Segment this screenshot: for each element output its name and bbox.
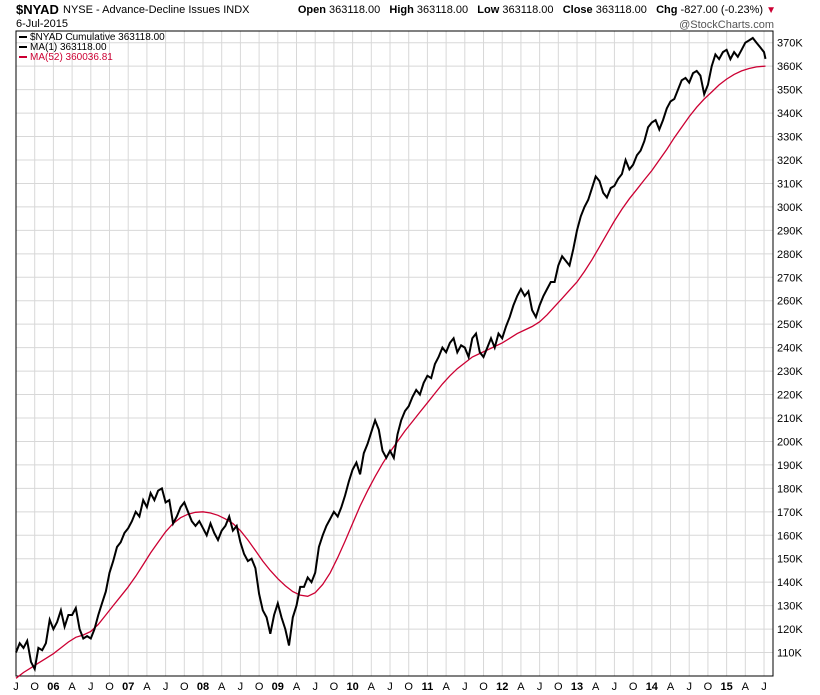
x-tick-label: 09 xyxy=(272,681,284,693)
x-tick-label: J xyxy=(686,681,692,693)
close-label: Close xyxy=(562,4,593,16)
x-tick-label: A xyxy=(742,681,750,693)
x-tick-label: 11 xyxy=(422,681,434,693)
x-tick-label: 12 xyxy=(496,681,508,693)
chg-label: Chg xyxy=(656,4,678,16)
x-tick-label: 10 xyxy=(346,681,358,693)
x-tick-label: J xyxy=(13,681,19,693)
x-axis: J O 06 A J O 07 A J O 08 A J O 09 A J O 10 A J O 11 A J O 12 A J O 13 A… xyxy=(13,681,767,693)
x-tick-label: J xyxy=(312,681,318,693)
x-tick-label: A xyxy=(667,681,675,693)
y-tick-label: 210K xyxy=(777,413,803,425)
y-tick-label: 220K xyxy=(777,390,803,402)
y-tick-label: 300K xyxy=(777,202,803,214)
x-tick-label: O xyxy=(704,681,713,693)
x-tick-label: J xyxy=(537,681,543,693)
description-text: NYSE - Advance-Decline Issues xyxy=(63,4,221,16)
x-tick-label: J xyxy=(387,681,393,693)
y-tick-label: 260K xyxy=(777,296,803,308)
x-tick-label: A xyxy=(293,681,301,693)
y-tick-label: 240K xyxy=(777,343,803,355)
chg-value: -827.00 (-0.23%) xyxy=(680,4,764,16)
y-tick-label: 280K xyxy=(777,249,803,261)
legend-entry: MA(1) 363118.00 xyxy=(30,42,107,53)
y-tick-label: 330K xyxy=(777,132,803,144)
x-tick-label: 07 xyxy=(122,681,134,693)
chart-date: 6-Jul-2015 xyxy=(16,18,68,30)
legend-entry: $NYAD Cumulative 363118.00 xyxy=(30,32,165,43)
y-axis: 110K 120K 130K 140K 150K 160K 170K 180K 190K 200K… xyxy=(777,38,803,660)
down-arrow-icon: ▼ xyxy=(766,5,776,16)
low-label: Low xyxy=(477,4,500,16)
y-tick-label: 290K xyxy=(777,225,803,237)
close-value: 363118.00 xyxy=(595,4,647,16)
y-tick-label: 110K xyxy=(777,648,803,660)
open-label: Open xyxy=(297,4,326,16)
x-tick-label: A xyxy=(143,681,151,693)
y-tick-label: 190K xyxy=(777,460,803,472)
grid-lines xyxy=(15,31,773,676)
x-tick-label: A xyxy=(68,681,76,693)
price-line xyxy=(15,36,767,673)
y-tick-label: 350K xyxy=(777,85,803,97)
x-tick-label: 06 xyxy=(47,681,59,693)
x-tick-label: J xyxy=(163,681,169,693)
x-tick-label: O xyxy=(330,681,339,693)
ticker-description: NYSE - Advance-Decline Issues INDX xyxy=(63,4,249,16)
exchange-label: INDX xyxy=(223,4,250,16)
open-value: 363118.00 xyxy=(329,4,381,16)
low-value: 363118.00 xyxy=(502,4,554,16)
y-tick-label: 340K xyxy=(777,108,803,120)
y-tick-label: 130K xyxy=(777,601,803,613)
x-tick-label: 15 xyxy=(720,681,732,693)
ticker-symbol: $NYAD xyxy=(16,2,59,17)
x-tick-label: 13 xyxy=(571,681,583,693)
x-tick-label: J xyxy=(238,681,244,693)
y-tick-label: 370K xyxy=(777,38,803,50)
y-tick-label: 170K xyxy=(777,507,803,519)
x-tick-label: J xyxy=(612,681,618,693)
x-tick-label: O xyxy=(180,681,189,693)
x-tick-label: 08 xyxy=(197,681,209,693)
ohlc-summary: Open 363118.00 High 363118.00 Low 363118… xyxy=(298,4,776,16)
y-tick-label: 200K xyxy=(777,436,803,448)
x-tick-label: O xyxy=(30,681,39,693)
legend-entry: MA(52) 360036.81 xyxy=(30,52,113,63)
x-tick-label: J xyxy=(88,681,94,693)
chart-header: $NYAD NYSE - Advance-Decline Issues INDX… xyxy=(16,2,776,31)
x-tick-label: O xyxy=(105,681,114,693)
y-tick-label: 180K xyxy=(777,483,803,495)
x-tick-label: A xyxy=(517,681,525,693)
x-tick-label: A xyxy=(592,681,600,693)
watermark: @StockCharts.com xyxy=(679,19,774,31)
y-tick-label: 270K xyxy=(777,272,803,284)
high-value: 363118.00 xyxy=(416,4,469,16)
x-tick-label: A xyxy=(368,681,376,693)
y-tick-label: 140K xyxy=(777,577,803,589)
x-tick-label: 14 xyxy=(646,681,659,693)
y-tick-label: 120K xyxy=(777,624,803,636)
x-tick-label: O xyxy=(255,681,264,693)
plot-frame xyxy=(15,30,774,677)
x-tick-label: A xyxy=(442,681,450,693)
x-tick-label: O xyxy=(629,681,638,693)
y-tick-label: 320K xyxy=(777,155,803,167)
x-tick-label: O xyxy=(554,681,563,693)
y-tick-label: 150K xyxy=(777,554,803,566)
x-tick-label: O xyxy=(404,681,413,693)
y-tick-label: 250K xyxy=(777,319,803,331)
y-tick-label: 360K xyxy=(777,61,803,73)
y-tick-label: 230K xyxy=(777,366,803,378)
y-tick-label: 310K xyxy=(777,178,803,190)
y-tick-label: 160K xyxy=(777,530,803,542)
x-tick-label: O xyxy=(479,681,488,693)
x-tick-label: A xyxy=(218,681,226,693)
x-tick-label: J xyxy=(462,681,468,693)
high-label: High xyxy=(389,4,414,16)
x-tick-label: J xyxy=(761,681,767,693)
